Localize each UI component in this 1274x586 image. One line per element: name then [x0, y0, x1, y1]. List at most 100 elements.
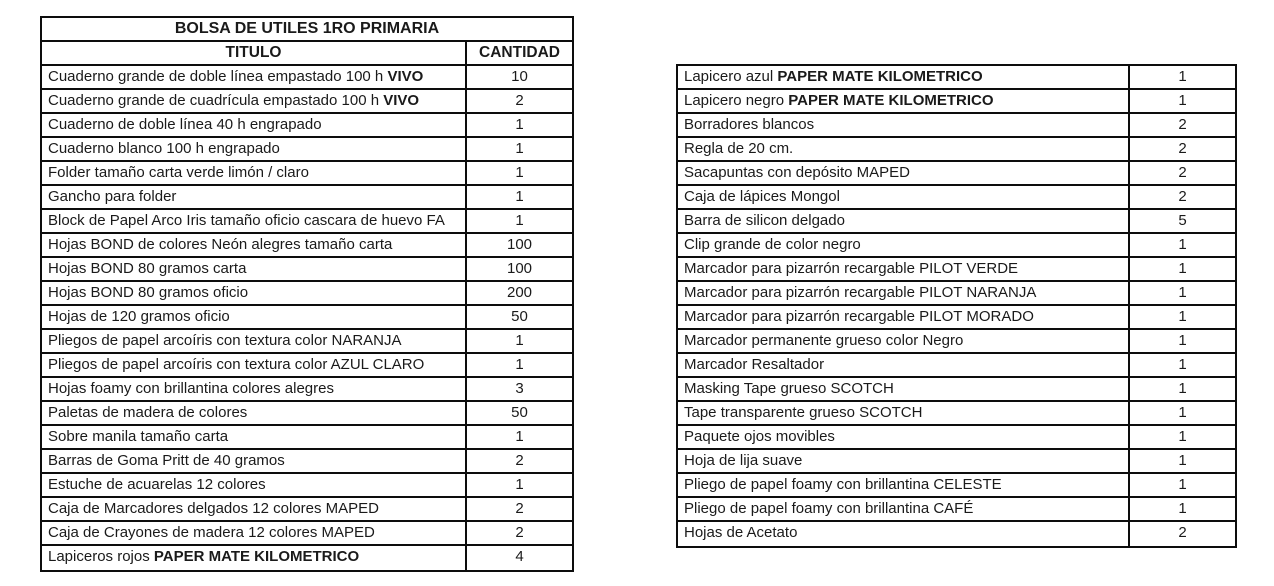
item-title-text: Pliegos de papel arcoíris con textura co…: [48, 356, 425, 373]
table-row: Clip grande de color negro 1: [678, 234, 1235, 258]
item-title-text: Cuaderno blanco 100 h engrapado: [48, 140, 280, 157]
item-title-cell: Pliego de papel foamy con brillantina CA…: [678, 498, 1130, 520]
table-row: Sobre manila tamaño carta 1: [42, 426, 572, 450]
item-title-text: Folder tamaño carta verde limón / claro: [48, 164, 309, 181]
table-row: Lapicero azul PAPER MATE KILOMETRICO 1: [678, 66, 1235, 90]
item-title-cell: Marcador para pizarrón recargable PILOT …: [678, 258, 1130, 280]
item-title-cell: Lapicero negro PAPER MATE KILOMETRICO: [678, 90, 1130, 112]
item-title-text: Regla de 20 cm.: [684, 140, 794, 157]
quantity-cell: 2: [515, 452, 524, 469]
item-title-cell: Regla de 20 cm.: [678, 138, 1130, 160]
quantity-cell: 2: [1178, 116, 1187, 133]
table-row: Lapicero negro PAPER MATE KILOMETRICO 1: [678, 90, 1235, 114]
item-title-text: Pliego de papel foamy con brillantina CE…: [684, 476, 1002, 493]
table-row: Masking Tape grueso SCOTCH 1: [678, 378, 1235, 402]
item-title-text: Hojas foamy con brillantina colores aleg…: [48, 380, 334, 397]
table-row: Marcador permanente grueso color Negro 1: [678, 330, 1235, 354]
quantity-cell: 2: [1178, 164, 1187, 181]
item-title-cell: Barras de Goma Pritt de 40 gramos: [42, 450, 467, 472]
item-title-text: Sobre manila tamaño carta: [48, 428, 229, 445]
supplies-table-left: BOLSA DE UTILES 1RO PRIMARIA TITULO CANT…: [40, 16, 574, 572]
quantity-cell: 50: [511, 404, 528, 421]
quantity-cell: 1: [1178, 68, 1187, 85]
item-title-cell: Hojas BOND de colores Neón alegres tamañ…: [42, 234, 467, 256]
quantity-cell: 1: [515, 116, 524, 133]
item-title-cell: Lapicero azul PAPER MATE KILOMETRICO: [678, 66, 1130, 88]
item-title-cell: Caja de Marcadores delgados 12 colores M…: [42, 498, 467, 520]
item-title-text: Pliego de papel foamy con brillantina CA…: [684, 500, 974, 517]
item-title-text: Hoja de lija suave: [684, 452, 803, 469]
table-row: Hoja de lija suave 1: [678, 450, 1235, 474]
quantity-cell: 1: [515, 140, 524, 157]
item-title-text: Paletas de madera de colores: [48, 404, 248, 421]
item-title-cell: Caja de lápices Mongol: [678, 186, 1130, 208]
item-title-text: Hojas de Acetato: [684, 524, 798, 541]
quantity-cell: 4: [515, 548, 524, 565]
table-row: Folder tamaño carta verde limón / claro 1: [42, 162, 572, 186]
item-title-text: Clip grande de color negro: [684, 236, 861, 253]
item-title-cell: Borradores blancos: [678, 114, 1130, 136]
table-row: Caja de lápices Mongol 2: [678, 186, 1235, 210]
item-title-text: Pliegos de papel arcoíris con textura co…: [48, 332, 402, 349]
table-row: Lapiceros rojos PAPER MATE KILOMETRICO 4: [42, 546, 572, 570]
item-title-text: Gancho para folder: [48, 188, 177, 205]
quantity-cell: 200: [506, 284, 533, 301]
table-row: Estuche de acuarelas 12 colores 1: [42, 474, 572, 498]
table-row: Marcador para pizarrón recargable PILOT …: [678, 306, 1235, 330]
table-row: Borradores blancos 2: [678, 114, 1235, 138]
table-row: Marcador para pizarrón recargable PILOT …: [678, 258, 1235, 282]
item-title-bold-text: VIVO: [383, 92, 420, 109]
item-title-text: Paquete ojos movibles: [684, 428, 835, 445]
column-header-titulo: TITULO: [42, 42, 467, 64]
table-row: Cuaderno grande de doble línea empastado…: [42, 66, 572, 90]
table-row: Block de Papel Arco Iris tamaño oficio c…: [42, 210, 572, 234]
item-title-text: Cuaderno grande de doble línea empastado…: [48, 68, 388, 85]
quantity-cell: 1: [515, 476, 524, 493]
item-title-bold-text: VIVO: [387, 68, 424, 85]
table-row: Hojas BOND 80 gramos oficio 200: [42, 282, 572, 306]
quantity-cell: 1: [515, 188, 524, 205]
quantity-cell: 2: [1178, 524, 1187, 541]
quantity-cell: 1: [515, 332, 524, 349]
item-title-cell: Marcador para pizarrón recargable PILOT …: [678, 306, 1130, 328]
item-title-text: Caja de Marcadores delgados 12 colores M…: [48, 500, 380, 517]
quantity-cell: 2: [515, 524, 524, 541]
quantity-cell: 1: [1178, 404, 1187, 421]
item-title-cell: Sobre manila tamaño carta: [42, 426, 467, 448]
item-title-text: Block de Papel Arco Iris tamaño oficio c…: [48, 212, 445, 229]
item-title-text: Sacapuntas con depósito MAPED: [684, 164, 910, 181]
quantity-cell: 5: [1178, 212, 1187, 229]
item-title-text: Lapicero negro: [684, 92, 789, 109]
table-row: Barras de Goma Pritt de 40 gramos 2: [42, 450, 572, 474]
table-row: Barra de silicon delgado 5: [678, 210, 1235, 234]
item-title-cell: Barra de silicon delgado: [678, 210, 1130, 232]
item-title-cell: Pliegos de papel arcoíris con textura co…: [42, 354, 467, 376]
item-title-cell: Paquete ojos movibles: [678, 426, 1130, 448]
table-row: Marcador Resaltador 1: [678, 354, 1235, 378]
item-title-cell: Clip grande de color negro: [678, 234, 1130, 256]
table-row: Pliego de papel foamy con brillantina CE…: [678, 474, 1235, 498]
table-row: Regla de 20 cm. 2: [678, 138, 1235, 162]
item-title-cell: Marcador para pizarrón recargable PILOT …: [678, 282, 1130, 304]
item-title-cell: Hojas foamy con brillantina colores aleg…: [42, 378, 467, 400]
item-title-cell: Lapiceros rojos PAPER MATE KILOMETRICO: [42, 546, 467, 570]
quantity-cell: 1: [515, 428, 524, 445]
table-title-row: BOLSA DE UTILES 1RO PRIMARIA: [42, 18, 572, 42]
item-title-text: Hojas BOND 80 gramos carta: [48, 260, 247, 277]
table-row: Hojas de 120 gramos oficio 50: [42, 306, 572, 330]
table-row: Caja de Marcadores delgados 12 colores M…: [42, 498, 572, 522]
item-title-cell: Marcador Resaltador: [678, 354, 1130, 376]
quantity-cell: 2: [515, 500, 524, 517]
item-title-text: Hojas de 120 gramos oficio: [48, 308, 230, 325]
item-title-text: Marcador para pizarrón recargable PILOT …: [684, 308, 1034, 325]
item-title-cell: Cuaderno de doble línea 40 h engrapado: [42, 114, 467, 136]
item-title-cell: Hojas de 120 gramos oficio: [42, 306, 467, 328]
item-title-text: Estuche de acuarelas 12 colores: [48, 476, 266, 493]
quantity-cell: 1: [1178, 332, 1187, 349]
item-title-cell: Pliego de papel foamy con brillantina CE…: [678, 474, 1130, 496]
quantity-cell: 1: [515, 164, 524, 181]
table-row: Hojas BOND de colores Neón alegres tamañ…: [42, 234, 572, 258]
item-title-text: Marcador para pizarrón recargable PILOT …: [684, 260, 1019, 277]
item-title-text: Marcador Resaltador: [684, 356, 825, 373]
